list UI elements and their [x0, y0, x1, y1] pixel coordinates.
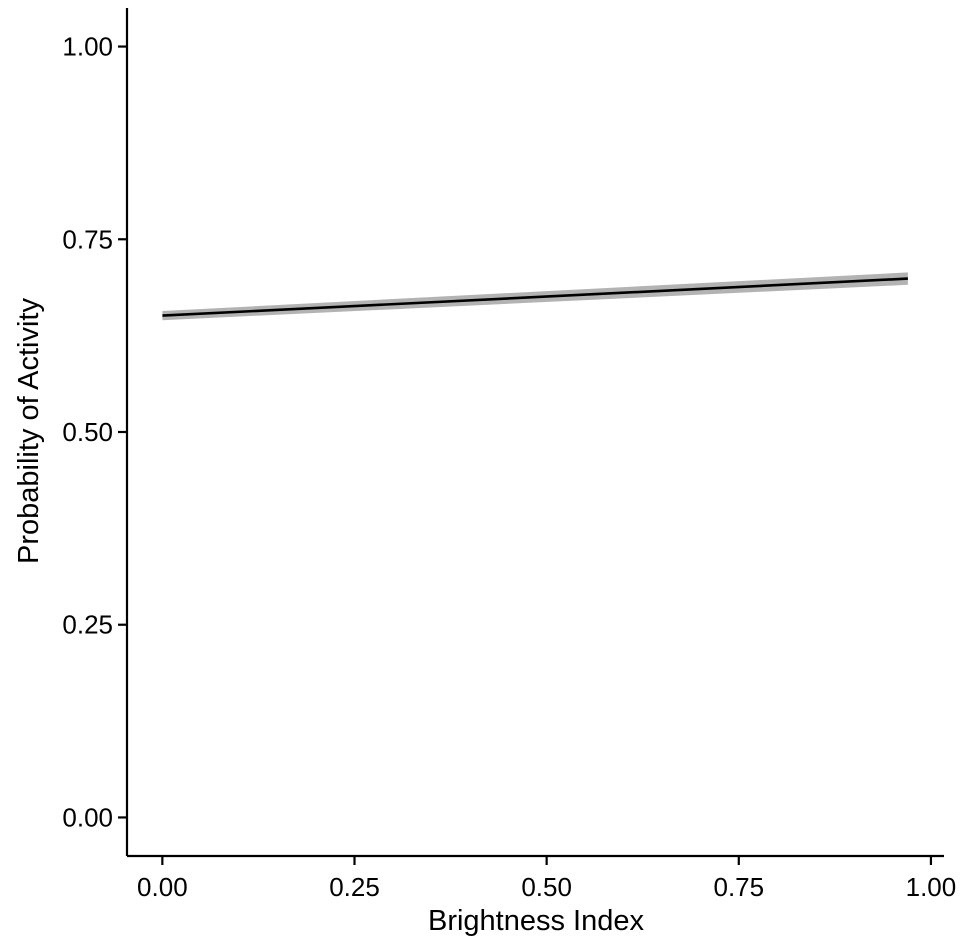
x-axis-title: Brightness Index — [428, 905, 645, 937]
y-tick-label: 0.75 — [62, 224, 113, 254]
x-tick-label: 0.75 — [713, 872, 764, 902]
y-tick-label: 0.00 — [62, 802, 113, 832]
fit-line — [162, 277, 908, 317]
y-tick-label: 1.00 — [62, 32, 113, 62]
x-tick-label: 0.00 — [137, 872, 188, 902]
y-tick-label: 0.50 — [62, 417, 113, 447]
x-tick-label: 1.00 — [906, 872, 957, 902]
axes: 0.00 0.25 0.50 0.75 1.00 0.00 0.25 0.50 0.75 1.00 — [62, 8, 956, 902]
x-tick-label: 0.25 — [329, 872, 380, 902]
y-tick-label: 0.25 — [62, 610, 113, 640]
x-tick-label: 0.50 — [521, 872, 572, 902]
y-axis-title: Probability of Activity — [13, 298, 45, 564]
plot-area — [162, 272, 908, 321]
